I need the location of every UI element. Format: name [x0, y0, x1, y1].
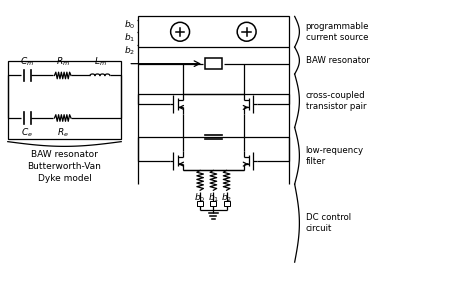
Text: cross-coupled
transistor pair: cross-coupled transistor pair [306, 90, 366, 111]
Text: programmable
current source: programmable current source [306, 22, 369, 42]
Bar [210, 201, 217, 206]
Bar [224, 201, 230, 206]
Text: BAW resonator: BAW resonator [306, 56, 369, 65]
Bar [205, 58, 222, 69]
Text: low-requency
filter: low-requency filter [306, 146, 364, 166]
Text: $b_0$: $b_0$ [194, 192, 206, 204]
Text: DC control
circuit: DC control circuit [306, 213, 351, 233]
Text: $R_e$: $R_e$ [57, 126, 69, 139]
Text: $L_m$: $L_m$ [93, 55, 106, 68]
Text: $C_m$: $C_m$ [20, 55, 34, 68]
Bar [138, 16, 289, 47]
Text: $b_1$: $b_1$ [124, 31, 136, 44]
Text: $C_e$: $C_e$ [21, 126, 33, 139]
Text: $b_2$: $b_2$ [221, 192, 232, 204]
Text: $R_m$: $R_m$ [56, 55, 70, 68]
Bar [197, 201, 203, 206]
Text: $b_2$: $b_2$ [124, 44, 136, 57]
Text: BAW resonator
Butterworth-Van
Dyke model: BAW resonator Butterworth-Van Dyke model [27, 150, 101, 183]
Text: $b_0$: $b_0$ [124, 19, 136, 31]
Bar [8, 61, 121, 139]
Text: $b_1$: $b_1$ [208, 192, 219, 204]
